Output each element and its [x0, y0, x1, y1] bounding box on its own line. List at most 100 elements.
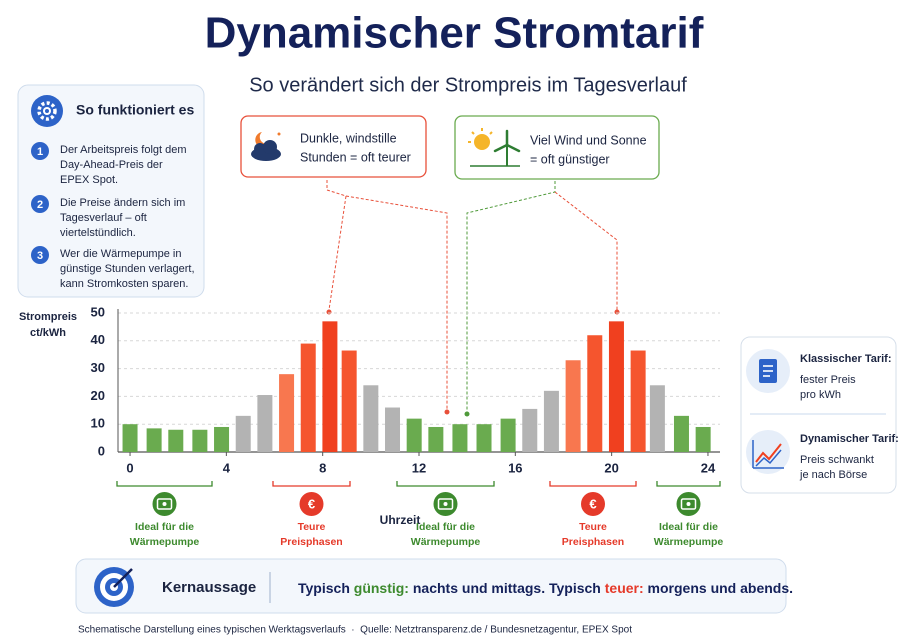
range-label: Wärmepumpe: [130, 536, 200, 548]
step-text: viertelstündlich.: [60, 227, 136, 239]
bar: [476, 424, 492, 452]
target-icon: [94, 567, 134, 607]
bar: [649, 385, 665, 452]
tariff-text: Preis schwankt: [800, 454, 874, 466]
bar: [630, 350, 646, 452]
range-icon-symbol: €: [589, 496, 596, 511]
info-title: So funktioniert es: [76, 102, 194, 118]
bar: [322, 321, 338, 452]
banknote-icon: [437, 498, 454, 510]
subtitle: So verändert sich der Strompreis im Tage…: [249, 74, 687, 96]
step-badge: [31, 246, 49, 264]
range-label: Preisphasen: [280, 536, 342, 548]
chart-icon-line: [755, 443, 782, 463]
step-text: Die Preise ändern sich im: [60, 197, 185, 209]
tariff-icon: [746, 430, 790, 474]
x-tick-label: 8: [319, 460, 326, 475]
step-badge: [31, 142, 49, 160]
step-text: Wer die Wärmepumpe in: [60, 248, 181, 260]
key-message-part: morgens und abends.: [644, 580, 793, 596]
step-text: Der Arbeitspreis folgt dem: [60, 144, 187, 156]
x-tick-label: 16: [508, 460, 522, 475]
bar: [235, 415, 251, 452]
title: Dynamischer Stromtarif: [205, 9, 704, 58]
callout-box: [240, 115, 427, 178]
bar: [257, 395, 273, 452]
x-tick-label: 12: [412, 460, 426, 475]
range-label: Ideal für die: [416, 521, 475, 533]
x-tick-label: 24: [701, 460, 716, 475]
y-tick-label: 10: [91, 416, 105, 431]
tariff-title: Klassischer Tarif:: [800, 353, 892, 365]
connector-dot: [614, 309, 620, 315]
key-message-part: nachts und mittags. Typisch: [409, 580, 605, 596]
banknote-dot: [686, 502, 691, 506]
bar: [565, 360, 581, 452]
range-icon-symbol: €: [308, 496, 315, 511]
bar: [122, 424, 138, 452]
range-label: Wärmepumpe: [654, 536, 724, 548]
tariff-text: je nach Börse: [799, 469, 867, 481]
bar: [214, 426, 230, 452]
bar: [587, 335, 603, 452]
callout-text: Viel Wind und Sonne: [530, 133, 647, 147]
step-text: günstige Stunden verlagert,: [60, 263, 195, 275]
bar: [300, 343, 316, 452]
range-bracket: [656, 481, 721, 487]
bar: [146, 428, 162, 452]
x-tick-label: 4: [223, 460, 231, 475]
step-number: 1: [37, 146, 43, 158]
key-message-part: teuer:: [605, 580, 644, 596]
y-axis-label: Strompreis: [19, 311, 77, 323]
connector-dot: [326, 309, 332, 315]
range-label: Teure: [579, 521, 607, 533]
banknote-icon: [680, 498, 697, 510]
y-tick-label: 50: [91, 304, 105, 319]
bar: [673, 415, 689, 452]
banknote-dot: [443, 502, 448, 506]
key-message: Typisch günstig: nachts und mittags. Typ…: [298, 580, 793, 596]
callout-text: = oft günstiger: [530, 152, 610, 166]
callout-text: Dunkle, windstille: [300, 131, 397, 145]
range-label: Preisphasen: [562, 536, 624, 548]
key-message-label: Kernaussage: [162, 579, 256, 596]
bar: [428, 426, 444, 452]
range-label: Wärmepumpe: [411, 536, 481, 548]
bar: [406, 418, 422, 452]
tariff-text: fester Preis: [800, 374, 856, 386]
banknote-icon: [156, 498, 173, 510]
connector-dot: [464, 411, 470, 417]
step-text: Day-Ahead-Preis der: [60, 159, 163, 171]
y-axis-label: ct/kWh: [30, 327, 66, 339]
connector-dot: [444, 409, 450, 415]
range-bracket: [549, 481, 637, 487]
range-label: Ideal für die: [659, 521, 718, 533]
bar: [500, 418, 516, 452]
bar: [543, 390, 559, 452]
range-icon: [299, 492, 324, 516]
info-box: [17, 84, 205, 298]
range-icon: [581, 492, 605, 516]
bar: [279, 374, 295, 452]
bar: [385, 407, 401, 452]
step-text: Tagesverlauf – oft: [60, 212, 147, 224]
gear-icon: [31, 95, 63, 127]
chart-icon-line: [755, 449, 782, 467]
tariff-text: pro kWh: [800, 389, 841, 401]
bar: [363, 385, 379, 452]
banknote-dot: [162, 502, 167, 506]
step-number: 2: [37, 199, 43, 211]
sun-wind-icon: [468, 128, 521, 167]
y-tick-label: 40: [91, 332, 105, 347]
x-tick-label: 20: [604, 460, 618, 475]
bar: [695, 426, 711, 452]
y-tick-label: 30: [91, 360, 105, 375]
step-number: 3: [37, 250, 43, 262]
range-bracket: [396, 481, 495, 487]
step-badge: [31, 195, 49, 213]
footer: Schematische Darstellung eines typischen…: [78, 625, 632, 636]
range-label: Ideal für die: [135, 521, 194, 533]
x-tick-label: 0: [126, 460, 133, 475]
